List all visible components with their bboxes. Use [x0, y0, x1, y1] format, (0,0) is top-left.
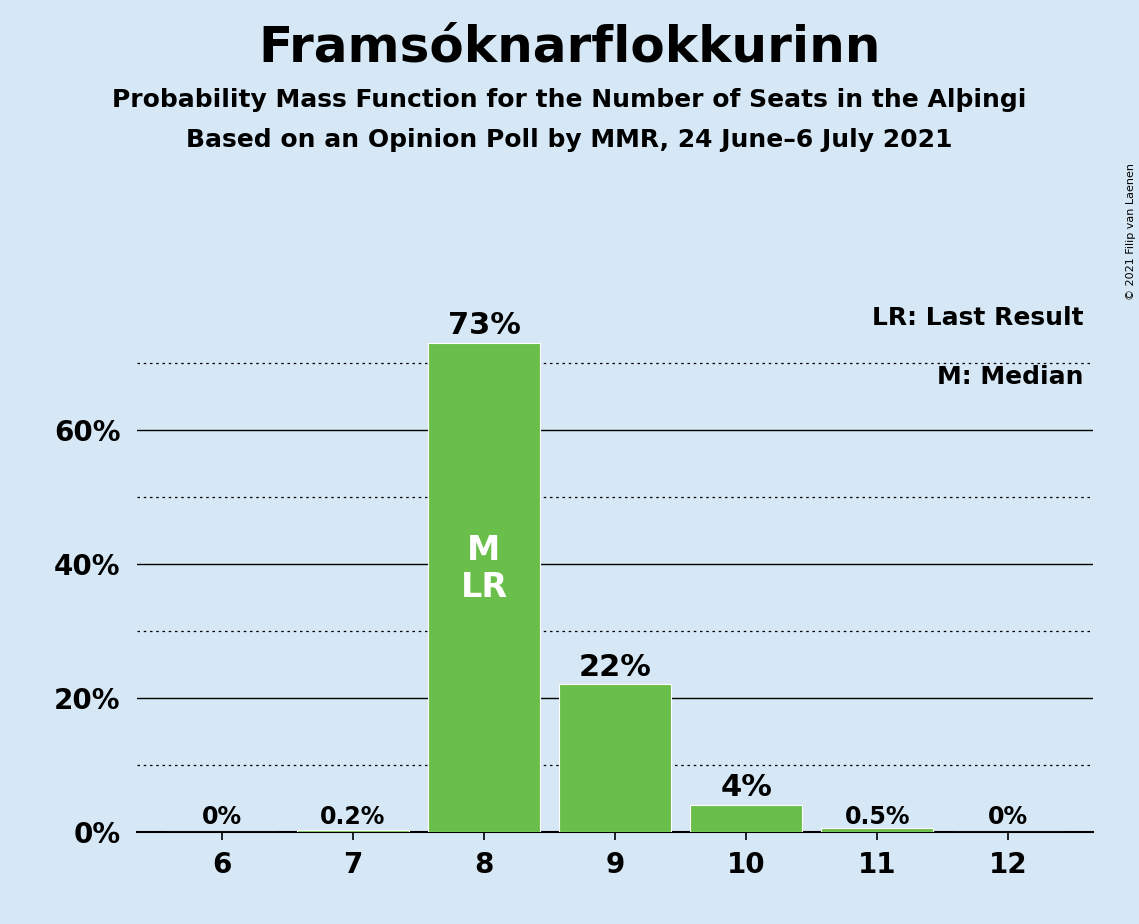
- Text: 0.5%: 0.5%: [844, 805, 910, 829]
- Bar: [428, 343, 540, 832]
- Text: 73%: 73%: [448, 310, 521, 340]
- Text: 0.2%: 0.2%: [320, 805, 386, 829]
- Bar: [821, 828, 933, 832]
- Text: M: Median: M: Median: [937, 365, 1084, 389]
- Bar: [690, 805, 802, 832]
- Bar: [297, 831, 409, 832]
- Text: 22%: 22%: [579, 652, 652, 682]
- Text: © 2021 Filip van Laenen: © 2021 Filip van Laenen: [1126, 163, 1136, 299]
- Text: 0%: 0%: [202, 805, 241, 829]
- Bar: [559, 684, 671, 832]
- Text: Based on an Opinion Poll by MMR, 24 June–6 July 2021: Based on an Opinion Poll by MMR, 24 June…: [187, 128, 952, 152]
- Text: LR: Last Result: LR: Last Result: [872, 307, 1084, 331]
- Text: Framsóknarflokkurinn: Framsóknarflokkurinn: [259, 23, 880, 71]
- Text: LR: LR: [460, 571, 508, 603]
- Text: M: M: [467, 534, 501, 566]
- Text: Probability Mass Function for the Number of Seats in the Alþingi: Probability Mass Function for the Number…: [113, 88, 1026, 112]
- Text: 4%: 4%: [720, 773, 772, 802]
- Text: 0%: 0%: [989, 805, 1029, 829]
